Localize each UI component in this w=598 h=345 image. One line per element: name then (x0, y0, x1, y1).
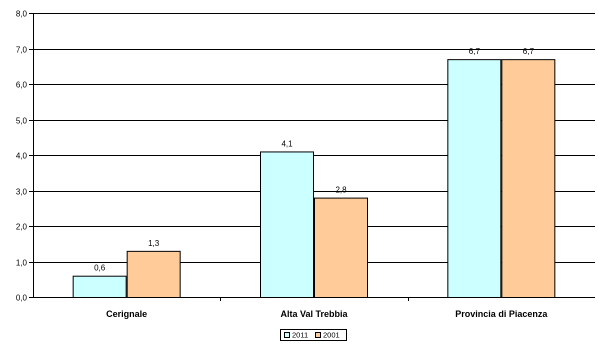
bar-2011-2 (447, 59, 502, 299)
legend-box (280, 329, 347, 341)
y-tick-label: 2,0 (16, 223, 28, 232)
data-label: 4,1 (281, 139, 293, 148)
bar-2011-0 (72, 275, 127, 299)
legend: 2011 2001 (280, 329, 347, 341)
labels: 0,0 1,0 2,0 3,0 4,0 5,0 6,0 7,0 8,0 0,6 1,3 Cerigna… (16, 10, 548, 320)
bars (72, 59, 556, 299)
bar-2001-2 (501, 59, 556, 299)
legend-entry-2001: 2001 (323, 331, 340, 340)
legend-entry-2011: 2011 (292, 331, 308, 340)
legend-swatch-2001 (315, 332, 321, 338)
data-label: 2,8 (335, 186, 347, 195)
bar-2011-1 (260, 151, 314, 298)
y-tick-label: 1,0 (16, 259, 28, 268)
category-label: Alta Val Trebbia (280, 309, 348, 319)
data-label: 1,3 (148, 239, 160, 248)
y-tick-label: 3,0 (16, 188, 28, 197)
y-tick-label: 8,0 (16, 10, 28, 19)
y-tick-label: 0,0 (16, 294, 28, 303)
data-label: 6,7 (523, 47, 535, 56)
legend-swatch-2011 (284, 332, 290, 338)
data-label: 6,7 (469, 47, 481, 56)
y-tick-label: 7,0 (16, 46, 28, 55)
y-tick-label: 5,0 (16, 117, 28, 126)
bar-2001-0 (126, 250, 181, 299)
category-label: Cerignale (106, 309, 147, 319)
y-tick-label: 4,0 (16, 152, 28, 161)
y-tick-label: 6,0 (16, 81, 28, 90)
data-label: 0,6 (94, 264, 106, 273)
bar-2001-1 (314, 197, 368, 299)
category-label: Provincia di Piacenza (455, 309, 548, 319)
axes (29, 13, 595, 301)
